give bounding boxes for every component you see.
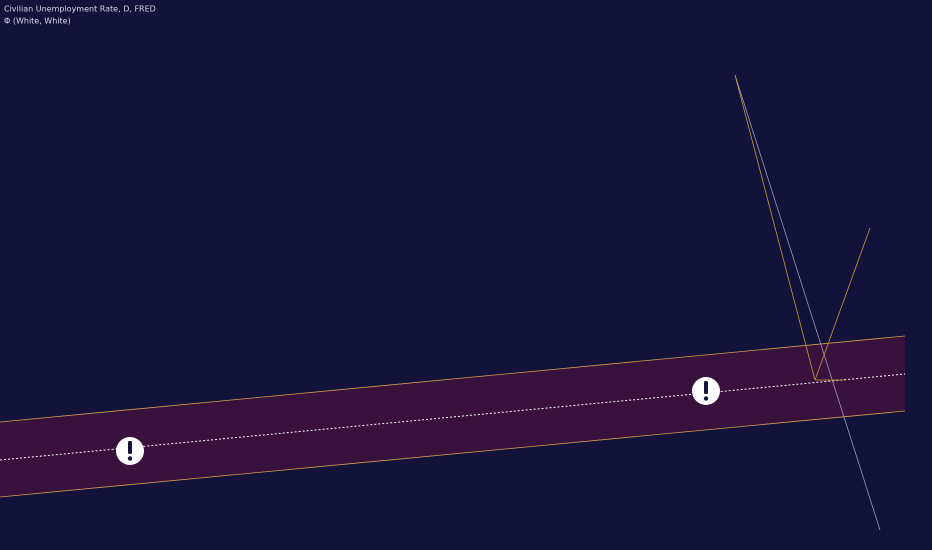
y-axis-panel	[905, 0, 932, 550]
channel-mid	[0, 373, 906, 461]
trend-line	[734, 74, 816, 381]
chart-subtitle: Φ (White, White)	[4, 17, 71, 26]
x-axis-panel	[0, 538, 932, 550]
chart-title: Civilian Unemployment Rate, D, FRED	[4, 5, 156, 14]
trend-line	[734, 74, 881, 531]
trend-line	[814, 227, 871, 381]
channel-top	[0, 335, 906, 423]
channel-band	[0, 336, 905, 497]
channel-bottom	[0, 410, 906, 498]
alert-icon	[692, 377, 720, 405]
alert-icon	[116, 437, 144, 465]
